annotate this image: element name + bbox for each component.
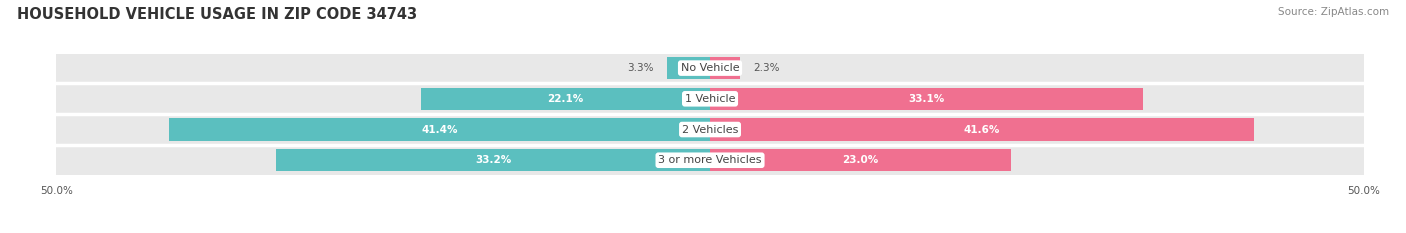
Text: 1 Vehicle: 1 Vehicle bbox=[685, 94, 735, 104]
Bar bbox=[169, 118, 710, 140]
Text: HOUSEHOLD VEHICLE USAGE IN ZIP CODE 34743: HOUSEHOLD VEHICLE USAGE IN ZIP CODE 3474… bbox=[17, 7, 418, 22]
Text: 33.1%: 33.1% bbox=[908, 94, 945, 104]
Bar bbox=[56, 146, 1364, 175]
Text: 33.2%: 33.2% bbox=[475, 155, 512, 165]
Bar bbox=[710, 149, 1011, 171]
Text: No Vehicle: No Vehicle bbox=[681, 63, 740, 73]
Text: 3.3%: 3.3% bbox=[627, 63, 654, 73]
Text: 23.0%: 23.0% bbox=[842, 155, 879, 165]
Bar bbox=[710, 118, 1254, 140]
Text: 3 or more Vehicles: 3 or more Vehicles bbox=[658, 155, 762, 165]
Bar bbox=[710, 57, 740, 79]
Text: 41.6%: 41.6% bbox=[965, 124, 1000, 134]
Text: 22.1%: 22.1% bbox=[547, 94, 583, 104]
Bar bbox=[56, 84, 1364, 113]
Text: Source: ZipAtlas.com: Source: ZipAtlas.com bbox=[1278, 7, 1389, 17]
Bar bbox=[56, 115, 1364, 144]
Bar bbox=[56, 54, 1364, 82]
Bar bbox=[276, 149, 710, 171]
Bar bbox=[420, 88, 710, 110]
Text: 2.3%: 2.3% bbox=[754, 63, 780, 73]
Text: 2 Vehicles: 2 Vehicles bbox=[682, 124, 738, 134]
Bar bbox=[710, 88, 1143, 110]
Text: 41.4%: 41.4% bbox=[422, 124, 457, 134]
Bar bbox=[666, 57, 710, 79]
